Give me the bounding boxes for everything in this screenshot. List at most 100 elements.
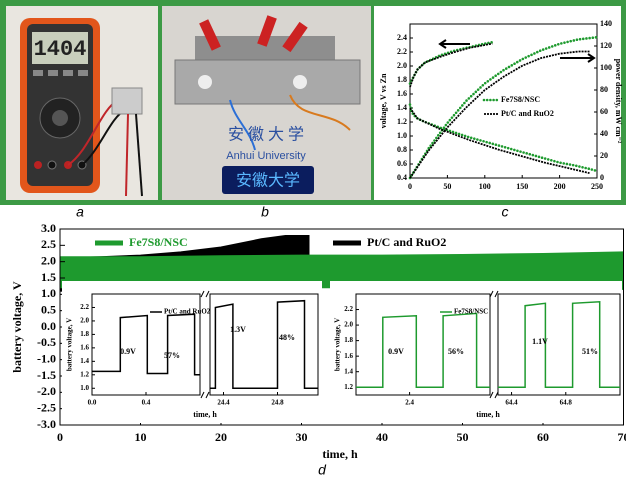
y-axis-label: battery voltage, V xyxy=(10,281,24,373)
x-axis-label: time, h xyxy=(322,447,358,461)
y-tick-label: -0.5 xyxy=(37,335,56,349)
x-tick-label: 0.0 xyxy=(88,399,97,407)
y-tick-label: -1.5 xyxy=(37,368,56,382)
y-tick-label: 1.6 xyxy=(80,343,89,351)
y-tick-label: 1.2 xyxy=(80,370,89,378)
x-axis-label: time, h xyxy=(476,410,500,419)
y2-tick-label: 140 xyxy=(600,19,612,28)
photo-b: 安 徽 大 学 Anhui University 安徽大学 xyxy=(162,6,371,200)
y-tick-label: 1.0 xyxy=(397,131,407,140)
button xyxy=(78,70,88,76)
y-tick-label: 1.8 xyxy=(80,330,89,338)
x-tick-label: 2.4 xyxy=(405,399,414,407)
x-tick-label: 24.4 xyxy=(217,399,230,407)
x-tick-label: 40 xyxy=(376,430,388,444)
led-text: 安徽大学 xyxy=(236,171,300,190)
x-tick-label: 0 xyxy=(57,430,63,444)
y-tick-label: 3.0 xyxy=(41,221,56,235)
button xyxy=(48,70,58,76)
panel-label: d xyxy=(318,462,327,478)
y2-tick-label: 60 xyxy=(600,107,608,116)
button xyxy=(63,70,73,76)
annotation: 48% xyxy=(279,333,295,342)
y-tick-label: 1.8 xyxy=(344,336,353,344)
y-tick-label: -3.0 xyxy=(37,417,56,431)
annotation: 56% xyxy=(448,347,464,356)
y-tick-label: 1.4 xyxy=(344,367,353,375)
y2-tick-label: 20 xyxy=(600,151,608,160)
panel-label: a xyxy=(76,204,84,220)
annotation: 57% xyxy=(164,351,180,360)
x-tick-label: 0.4 xyxy=(142,399,151,407)
x-tick-label: 64.4 xyxy=(505,399,518,407)
y-tick-label: 2.5 xyxy=(41,237,56,251)
y-tick-label: 2.0 xyxy=(41,253,56,267)
figure: 1404 安 徽 大 学 Anhui University 安徽大学 a xyxy=(0,0,626,479)
y-tick-label: 1.0 xyxy=(80,384,89,392)
x-tick-label: 150 xyxy=(516,182,528,191)
y-axis-label: voltage, V vs Zn xyxy=(379,73,388,128)
y-tick-label: 1.5 xyxy=(41,270,56,284)
y2-tick-label: 0 xyxy=(600,173,604,182)
x-tick-label: 64.8 xyxy=(560,399,573,407)
y-tick-label: 2.0 xyxy=(344,321,353,329)
y-tick-label: 2.2 xyxy=(344,305,353,313)
x-tick-label: 10 xyxy=(135,430,147,444)
y-tick-label: 1.0 xyxy=(41,286,56,300)
y-tick-label: 2.2 xyxy=(397,47,407,56)
y-tick-label: 1.6 xyxy=(397,89,407,98)
y-tick-label: 0.5 xyxy=(41,302,56,316)
jack xyxy=(48,161,56,169)
x-tick-label: 24.8 xyxy=(271,399,284,407)
y2-tick-label: 80 xyxy=(600,85,608,94)
y-tick-label: 0.0 xyxy=(41,319,56,333)
y-tick-label: 0.8 xyxy=(397,145,407,154)
legend-label: Pt/C and RuO2 xyxy=(367,235,446,249)
legend-label: Pt/C and RuO2 xyxy=(501,109,554,118)
legend-label: Fe7S8/NSC xyxy=(454,308,488,316)
y-tick-label: 1.8 xyxy=(397,75,407,84)
y2-tick-label: 40 xyxy=(600,129,608,138)
y-tick-label: -2.0 xyxy=(37,384,56,398)
jack xyxy=(34,161,42,169)
dial-knob xyxy=(52,110,68,126)
y-tick-label: 1.4 xyxy=(397,103,407,112)
hole xyxy=(198,75,212,89)
y-tick-label: 1.2 xyxy=(344,383,353,391)
lcd-reading: 1404 xyxy=(34,37,87,62)
x-tick-label: 200 xyxy=(554,182,566,191)
panel-label: c xyxy=(502,204,509,220)
y-tick-label: 2.2 xyxy=(80,303,89,311)
x-tick-label: 70 xyxy=(618,430,626,444)
y-tick-label: -2.5 xyxy=(37,400,56,414)
legend-label: Fe7S8/NSC xyxy=(501,95,540,104)
y2-axis-label: power density, mW cm⁻² xyxy=(614,59,623,144)
hole xyxy=(293,75,307,89)
annotation: 0.9V xyxy=(388,347,404,356)
x-axis-label: time, h xyxy=(193,410,217,419)
y-tick-label: 2.0 xyxy=(80,317,89,325)
y-axis-label: battery voltage, V xyxy=(66,318,74,371)
y-tick-label: 1.2 xyxy=(397,117,407,126)
y-axis-label: battery voltage, V xyxy=(334,318,342,371)
legend-label: Pt/C and RuO2 xyxy=(164,308,211,316)
x-tick-label: 100 xyxy=(479,182,491,191)
y2-tick-label: 100 xyxy=(600,63,612,72)
y-tick-label: 0.6 xyxy=(397,159,407,168)
annotation: 1.1V xyxy=(532,337,548,346)
button xyxy=(33,70,43,76)
legend-label: Fe7S8/NSC xyxy=(129,235,188,249)
x-tick-label: 60 xyxy=(537,430,549,444)
x-tick-label: 20 xyxy=(215,430,227,444)
logo-english: Anhui University xyxy=(226,150,306,162)
y2-tick-label: 120 xyxy=(600,41,612,50)
logo-chinese: 安 徽 大 学 xyxy=(228,126,304,144)
panel-label: b xyxy=(261,204,269,220)
y-tick-label: 1.4 xyxy=(80,357,89,365)
annotation: 51% xyxy=(582,347,598,356)
battery-cell xyxy=(112,88,142,114)
x-tick-label: 30 xyxy=(296,430,308,444)
annotation: 1.3V xyxy=(230,325,246,334)
y-tick-label: 0.4 xyxy=(397,173,407,182)
y-tick-label: 2.4 xyxy=(397,33,407,42)
